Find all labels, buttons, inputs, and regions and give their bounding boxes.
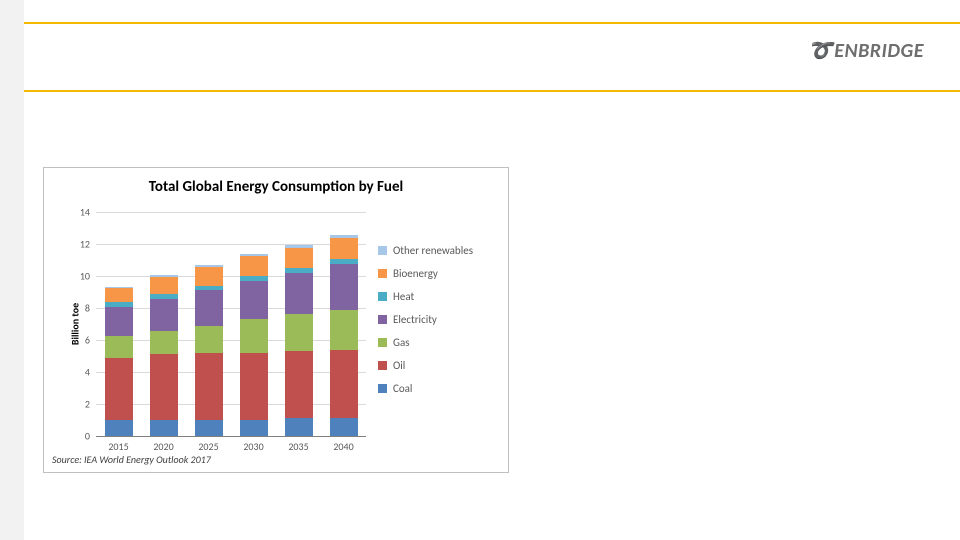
bar-segment bbox=[285, 248, 313, 268]
gridline bbox=[96, 244, 366, 245]
brand-name: ENBRIDGE bbox=[834, 39, 924, 63]
bar-segment bbox=[285, 245, 313, 248]
y-tick-label: 10 bbox=[70, 270, 90, 283]
legend-label: Oil bbox=[393, 359, 405, 372]
bar-segment bbox=[195, 353, 223, 420]
bar-segment bbox=[240, 254, 268, 256]
bar-segment bbox=[195, 326, 223, 353]
bar-segment bbox=[285, 314, 313, 351]
chart-plot-area: Billion toe 0246810121420152020202520302… bbox=[96, 212, 366, 436]
bar-segment bbox=[240, 281, 268, 319]
bar-segment bbox=[240, 256, 268, 276]
gridline bbox=[96, 308, 366, 309]
y-tick-label: 14 bbox=[70, 206, 90, 219]
gridline bbox=[96, 372, 366, 373]
gridline bbox=[96, 404, 366, 405]
legend-item: Other renewables bbox=[378, 244, 502, 257]
y-tick-label: 12 bbox=[70, 238, 90, 251]
slide: ➰ENBRIDGE Total Global Energy Consumptio… bbox=[0, 0, 960, 540]
rule-top bbox=[24, 22, 960, 24]
legend-swatch bbox=[378, 361, 387, 370]
bar-segment bbox=[105, 287, 133, 288]
x-tick-label: 2020 bbox=[153, 440, 173, 453]
y-tick-label: 4 bbox=[70, 366, 90, 379]
x-tick-label: 2025 bbox=[198, 440, 218, 453]
bar-segment bbox=[150, 275, 178, 277]
legend-item: Electricity bbox=[378, 313, 502, 326]
bar-segment bbox=[330, 418, 358, 436]
legend-label: Heat bbox=[393, 290, 414, 303]
y-tick-label: 0 bbox=[70, 430, 90, 443]
y-tick-label: 6 bbox=[70, 334, 90, 347]
bar-segment bbox=[195, 420, 223, 436]
bar-segment bbox=[105, 420, 133, 436]
bar-segment bbox=[105, 358, 133, 420]
y-tick-label: 2 bbox=[70, 398, 90, 411]
legend-item: Bioenergy bbox=[378, 267, 502, 280]
gridline bbox=[96, 212, 366, 213]
chart-legend: Other renewables Bioenergy Heat Electricity… bbox=[378, 244, 502, 405]
bar-segment bbox=[330, 264, 358, 310]
x-tick-label: 2040 bbox=[333, 440, 353, 453]
bar-segment bbox=[285, 273, 313, 315]
bar-segment bbox=[105, 288, 133, 302]
gridline bbox=[96, 340, 366, 341]
bar-segment bbox=[195, 265, 223, 267]
bar-segment bbox=[240, 420, 268, 436]
legend-swatch bbox=[378, 269, 387, 278]
bar-segment bbox=[285, 351, 313, 418]
bar-segment bbox=[150, 277, 178, 295]
x-axis-line bbox=[96, 436, 366, 437]
legend-label: Coal bbox=[393, 382, 412, 395]
bar-segment bbox=[105, 307, 133, 336]
x-tick-label: 2015 bbox=[108, 440, 128, 453]
bar-segment bbox=[150, 354, 178, 420]
legend-item: Heat bbox=[378, 290, 502, 303]
legend-label: Other renewables bbox=[393, 244, 473, 257]
bar-segment bbox=[150, 299, 178, 331]
bar-segment bbox=[330, 350, 358, 419]
legend-swatch bbox=[378, 292, 387, 301]
brand-logo: ➰ENBRIDGE bbox=[808, 38, 924, 63]
bar-segment bbox=[195, 267, 223, 286]
bar-segment bbox=[330, 238, 358, 259]
bar-segment bbox=[330, 310, 358, 350]
brand-swirl-icon: ➰ bbox=[808, 39, 833, 63]
legend-swatch bbox=[378, 338, 387, 347]
legend-swatch bbox=[378, 315, 387, 324]
left-margin-strip bbox=[0, 0, 24, 540]
legend-item: Gas bbox=[378, 336, 502, 349]
chart-panel: Total Global Energy Consumption by Fuel … bbox=[43, 167, 509, 473]
legend-swatch bbox=[378, 384, 387, 393]
bar-segment bbox=[240, 353, 268, 420]
bar-segment bbox=[330, 235, 358, 238]
bar-segment bbox=[330, 259, 358, 264]
x-tick-label: 2035 bbox=[288, 440, 308, 453]
bar-segment bbox=[105, 302, 133, 307]
bar-segment bbox=[195, 290, 223, 325]
bar-segment bbox=[240, 276, 268, 281]
legend-swatch bbox=[378, 246, 387, 255]
rule-bottom bbox=[24, 90, 960, 92]
bar-segment bbox=[285, 268, 313, 273]
legend-label: Bioenergy bbox=[393, 267, 438, 280]
gridline bbox=[96, 276, 366, 277]
legend-item: Coal bbox=[378, 382, 502, 395]
bar-segment bbox=[195, 286, 223, 291]
chart-source: Source: IEA World Energy Outlook 2017 bbox=[52, 453, 211, 466]
chart-title: Total Global Energy Consumption by Fuel bbox=[44, 178, 508, 196]
y-tick-label: 8 bbox=[70, 302, 90, 315]
legend-item: Oil bbox=[378, 359, 502, 372]
bar-segment bbox=[105, 336, 133, 358]
bar-segment bbox=[150, 294, 178, 299]
bar-segment bbox=[285, 418, 313, 436]
legend-label: Electricity bbox=[393, 313, 437, 326]
x-tick-label: 2030 bbox=[243, 440, 263, 453]
bar-segment bbox=[240, 319, 268, 353]
bar-segment bbox=[150, 420, 178, 436]
legend-label: Gas bbox=[393, 336, 410, 349]
bar-segment bbox=[150, 331, 178, 354]
